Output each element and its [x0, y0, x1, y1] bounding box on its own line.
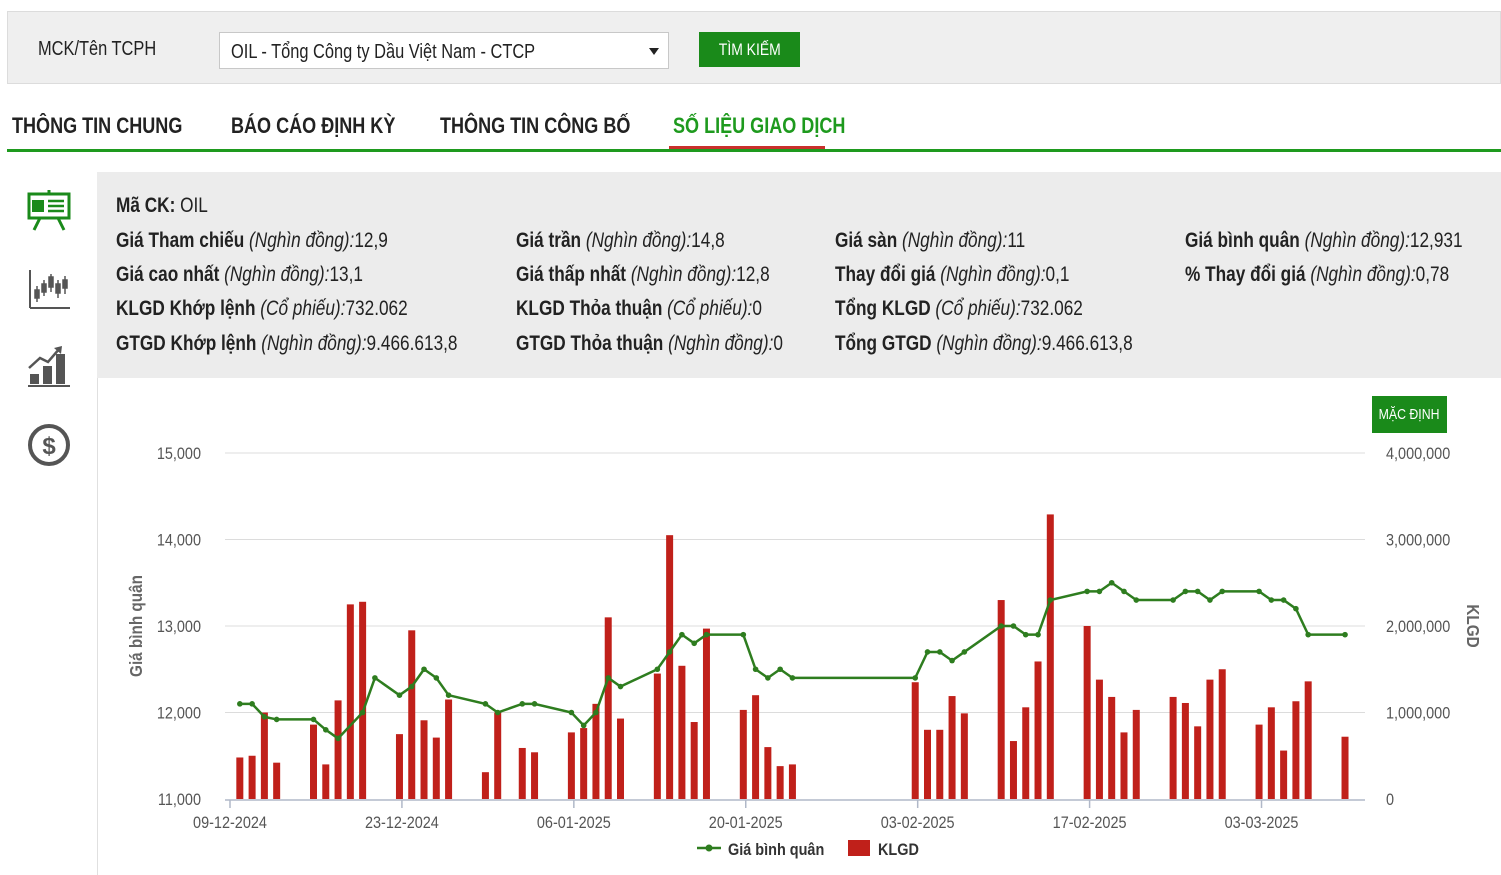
- info-field: KLGD Thỏa thuận (Cổ phiếu):0: [516, 297, 816, 321]
- reset-default-button[interactable]: MẶC ĐỊNH: [1372, 396, 1447, 433]
- info-field-value: 14,8: [691, 229, 725, 252]
- info-field-label: Giá thấp nhất: [516, 263, 627, 286]
- company-select-value: OIL - Tổng Công ty Dầu Việt Nam - CTCP: [231, 41, 536, 63]
- trading-info-panel: Mã CK: OIL Giá Tham chiếu (Nghìn đồng):1…: [97, 172, 1501, 378]
- info-field-value: 12,9: [354, 229, 388, 252]
- tab-periodic-reports[interactable]: BÁO CÁO ĐỊNH KỲ: [231, 113, 431, 149]
- svg-text:$: $: [42, 433, 56, 460]
- chart-area: [97, 378, 1501, 875]
- info-field-value: 11: [1007, 229, 1026, 252]
- ticker-label: Mã CK:: [116, 194, 176, 217]
- dollar-coin-icon[interactable]: $: [26, 422, 72, 468]
- info-field-value: 12,8: [736, 263, 770, 286]
- info-field-label: KLGD Khớp lệnh: [116, 297, 256, 320]
- info-field-unit: (Cổ phiếu):: [667, 297, 753, 320]
- presentation-board-icon[interactable]: [26, 188, 72, 234]
- info-field-label: Giá sàn: [835, 229, 898, 252]
- chevron-down-icon: [649, 48, 659, 55]
- tab-bar: THÔNG TIN CHUNG BÁO CÁO ĐỊNH KỲ THÔNG TI…: [7, 108, 1501, 152]
- info-field-unit: (Nghìn đồng):: [902, 229, 1008, 252]
- info-field: Giá Tham chiếu (Nghìn đồng):12,9: [116, 229, 448, 253]
- info-field: GTGD Thỏa thuận (Nghìn đồng):0: [516, 332, 842, 356]
- info-field-value: 732.062: [1020, 297, 1083, 320]
- tab-label: SỐ LIỆU GIAO DỊCH: [673, 113, 846, 138]
- company-select[interactable]: OIL - Tổng Công ty Dầu Việt Nam - CTCP: [219, 32, 669, 69]
- info-field-value: 0,1: [1045, 263, 1070, 286]
- info-field-label: GTGD Thỏa thuận: [516, 332, 664, 355]
- info-field: Giá cao nhất (Nghìn đồng):13,1: [116, 263, 417, 287]
- info-field-value: 0: [773, 332, 783, 355]
- search-button-label: TÌM KIẾM: [718, 40, 781, 59]
- info-field: Giá sàn (Nghìn đồng):11: [835, 229, 1067, 253]
- info-field-label: Giá trần: [516, 229, 582, 252]
- tab-general-info[interactable]: THÔNG TIN CHUNG: [12, 113, 220, 149]
- info-field: Tổng GTGD (Nghìn đồng):9.466.613,8: [835, 332, 1198, 356]
- search-label: MCK/Tên TCPH: [38, 38, 157, 60]
- info-field: % Thay đổi giá (Nghìn đồng):0,78: [1185, 263, 1501, 287]
- info-field-label: Giá cao nhất: [116, 263, 220, 286]
- reset-default-label: MẶC ĐỊNH: [1379, 406, 1440, 423]
- info-field-value: 9.466.613,8: [1041, 332, 1133, 355]
- info-field-unit: (Cổ phiếu):: [935, 297, 1021, 320]
- info-field: Giá thấp nhất (Nghìn đồng):12,8: [516, 263, 825, 287]
- info-field-value: 732.062: [345, 297, 408, 320]
- info-field-unit: (Nghìn đồng):: [1310, 263, 1416, 286]
- info-field-unit: (Nghìn đồng):: [940, 263, 1046, 286]
- info-field-label: % Thay đổi giá: [1185, 263, 1306, 286]
- info-field-label: KLGD Thỏa thuận: [516, 297, 663, 320]
- info-field-unit: (Nghìn đồng):: [630, 263, 737, 286]
- info-field-unit: (Nghìn đồng):: [585, 229, 692, 252]
- info-field: KLGD Khớp lệnh (Cổ phiếu):732.062: [116, 297, 472, 321]
- tab-label: BÁO CÁO ĐỊNH KỲ: [231, 113, 396, 138]
- info-field: GTGD Khớp lệnh (Nghìn đồng):9.466.613,8: [116, 332, 532, 356]
- info-field-unit: (Nghìn đồng):: [249, 229, 355, 252]
- candlestick-chart-icon[interactable]: [26, 266, 72, 312]
- tab-disclosures[interactable]: THÔNG TIN CÔNG BỐ: [440, 113, 672, 149]
- info-field-label: Giá Tham chiếu: [116, 229, 245, 252]
- search-bar: MCK/Tên TCPH OIL - Tổng Công ty Dầu Việt…: [7, 11, 1501, 84]
- info-field-label: Tổng GTGD: [835, 332, 932, 355]
- tab-label: THÔNG TIN CÔNG BỐ: [440, 113, 631, 138]
- info-field-unit: (Nghìn đồng):: [224, 263, 330, 286]
- info-field-value: 0,78: [1415, 263, 1450, 286]
- info-field-value: 13,1: [329, 263, 363, 286]
- info-field-label: Tổng KLGD: [835, 297, 931, 320]
- info-field-label: Giá bình quân: [1185, 229, 1300, 252]
- info-field-unit: (Nghìn đồng):: [936, 332, 1042, 355]
- search-button[interactable]: TÌM KIẾM: [699, 32, 800, 67]
- info-field-label: Thay đổi giá: [835, 263, 936, 286]
- ticker-value: OIL: [180, 194, 208, 217]
- info-field-unit: (Cổ phiếu):: [260, 297, 346, 320]
- info-field: Thay đổi giá (Nghìn đồng):0,1: [835, 263, 1121, 287]
- tab-label: THÔNG TIN CHUNG: [12, 113, 183, 138]
- ticker-info: Mã CK: OIL: [116, 194, 228, 218]
- info-field-unit: (Nghìn đồng):: [1304, 229, 1410, 252]
- info-field-unit: (Nghìn đồng):: [261, 332, 367, 355]
- info-field-value: 9.466.613,8: [366, 332, 458, 355]
- tab-trading-data[interactable]: SỐ LIỆU GIAO DỊCH: [669, 113, 845, 149]
- info-field: Giá bình quân (Nghìn đồng):12,931: [1185, 229, 1501, 253]
- info-field: Tổng KLGD (Cổ phiếu):732.062: [835, 297, 1137, 321]
- growth-bar-chart-icon[interactable]: [26, 344, 72, 390]
- info-field-value: 12,931: [1409, 229, 1463, 252]
- info-field-value: 0: [752, 297, 762, 320]
- info-field-label: GTGD Khớp lệnh: [116, 332, 257, 355]
- info-field-unit: (Nghìn đồng):: [668, 332, 774, 355]
- info-field: Giá trần (Nghìn đồng):14,8: [516, 229, 771, 253]
